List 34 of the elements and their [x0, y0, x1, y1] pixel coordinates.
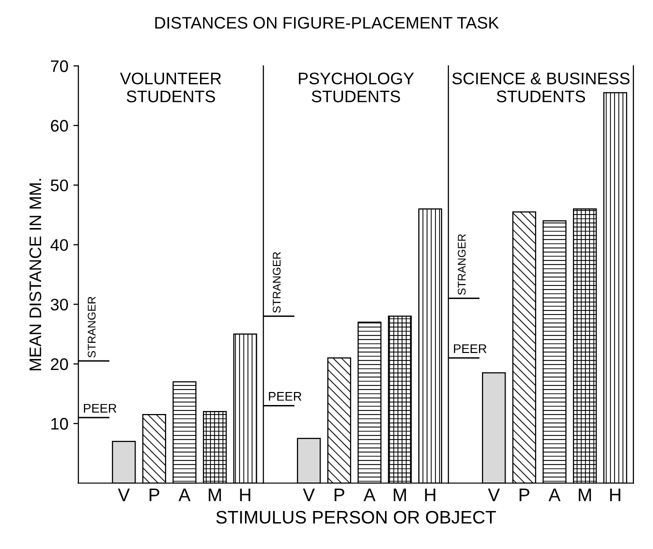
y-tick-label: 70	[50, 60, 68, 72]
x-tick-label: P	[150, 488, 160, 502]
x-tick-label: M	[578, 488, 591, 502]
text: VOLUNTEER STUDENTS	[120, 72, 222, 102]
x-tick-label: A	[548, 488, 561, 502]
x-tick-label: H	[425, 488, 436, 502]
y-tick-label: 20	[50, 358, 68, 370]
ref-line-label: STRANGER	[88, 296, 96, 358]
text: SCIENCE & BUSINESS STUDENTS	[452, 72, 630, 102]
y-tick-label: 30	[50, 298, 68, 311]
x-tick-label: A	[364, 488, 376, 502]
text: DISTANCES ON FIGURE-PLACEMENT TASK	[155, 16, 499, 29]
x-tick-label: P	[334, 488, 344, 502]
y-tick-label: 50	[50, 179, 68, 192]
ref-line-label: PEER	[84, 404, 116, 413]
x-tick-label: H	[240, 488, 250, 502]
x-tick-label: P	[520, 488, 530, 502]
y-axis-title: MEAN DISTANCE IN MM.	[29, 178, 42, 370]
y-tick-label: 10	[51, 418, 68, 430]
x-axis-title: STIMULUS PERSON OR OBJECT	[216, 510, 496, 524]
text: PSYCHOLOGY STUDENTS	[298, 72, 414, 102]
x-tick-label: A	[178, 488, 190, 502]
ref-line-label: STRANGER	[458, 234, 466, 295]
y-tick-label: 60	[50, 120, 68, 132]
x-tick-label: M	[394, 488, 406, 502]
ref-line-label: STRANGER	[272, 252, 281, 313]
x-tick-label: V	[488, 488, 500, 502]
x-tick-label: V	[302, 488, 315, 502]
ref-line-label: PEER	[268, 392, 302, 401]
x-tick-label: M	[208, 488, 221, 502]
x-tick-label: V	[118, 488, 130, 502]
y-tick-label: 40	[50, 239, 68, 251]
x-tick-label: H	[610, 488, 620, 502]
ref-line-label: PEER	[454, 344, 486, 353]
